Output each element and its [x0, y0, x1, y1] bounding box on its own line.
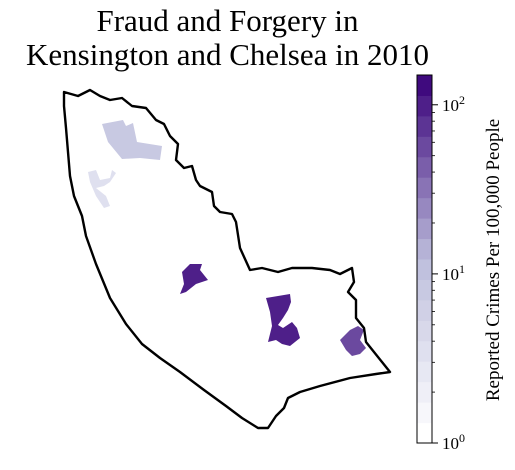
colorbar-step [417, 177, 432, 199]
south-east-area [340, 326, 366, 356]
colorbar-step [417, 299, 432, 321]
colorbar-step [417, 340, 432, 362]
colorbar-step [417, 279, 432, 301]
colorbar-step [417, 156, 432, 178]
colorbar-step [417, 95, 432, 117]
west-area [88, 170, 116, 208]
colorbar-label: Reported Crimes Per 100,000 People [483, 119, 504, 401]
colorbar-step [417, 197, 432, 219]
title-line-2: Kensington and Chelsea in 2010 [26, 37, 429, 72]
colorbar-step [417, 75, 432, 96]
colorbar-tick-label: 101 [442, 262, 465, 284]
colorbar-step [417, 361, 432, 383]
colorbar-step [417, 422, 432, 444]
north-west-area [102, 120, 162, 160]
colorbar-step [417, 381, 432, 403]
shaded-areas [88, 120, 366, 356]
colorbar-step [417, 320, 432, 342]
colorbar-frame [416, 74, 433, 444]
colorbar-step [417, 136, 432, 158]
title-line-1: Fraud and Forgery in [96, 3, 359, 38]
colorbar-tick-label: 102 [442, 93, 465, 115]
colorbar-step [417, 259, 432, 280]
colorbar-step [417, 218, 432, 240]
colorbar: 100 101 102 [416, 74, 465, 453]
colorbar-step [417, 238, 432, 260]
map-title: Fraud and Forgery in Kensington and Chel… [0, 4, 455, 72]
colorbar-tick-label: 100 [442, 431, 465, 453]
borough-boundary [62, 88, 392, 430]
central-area [180, 264, 208, 294]
south-central-area [266, 294, 300, 346]
colorbar-step [417, 115, 432, 137]
colorbar-step [417, 402, 432, 424]
